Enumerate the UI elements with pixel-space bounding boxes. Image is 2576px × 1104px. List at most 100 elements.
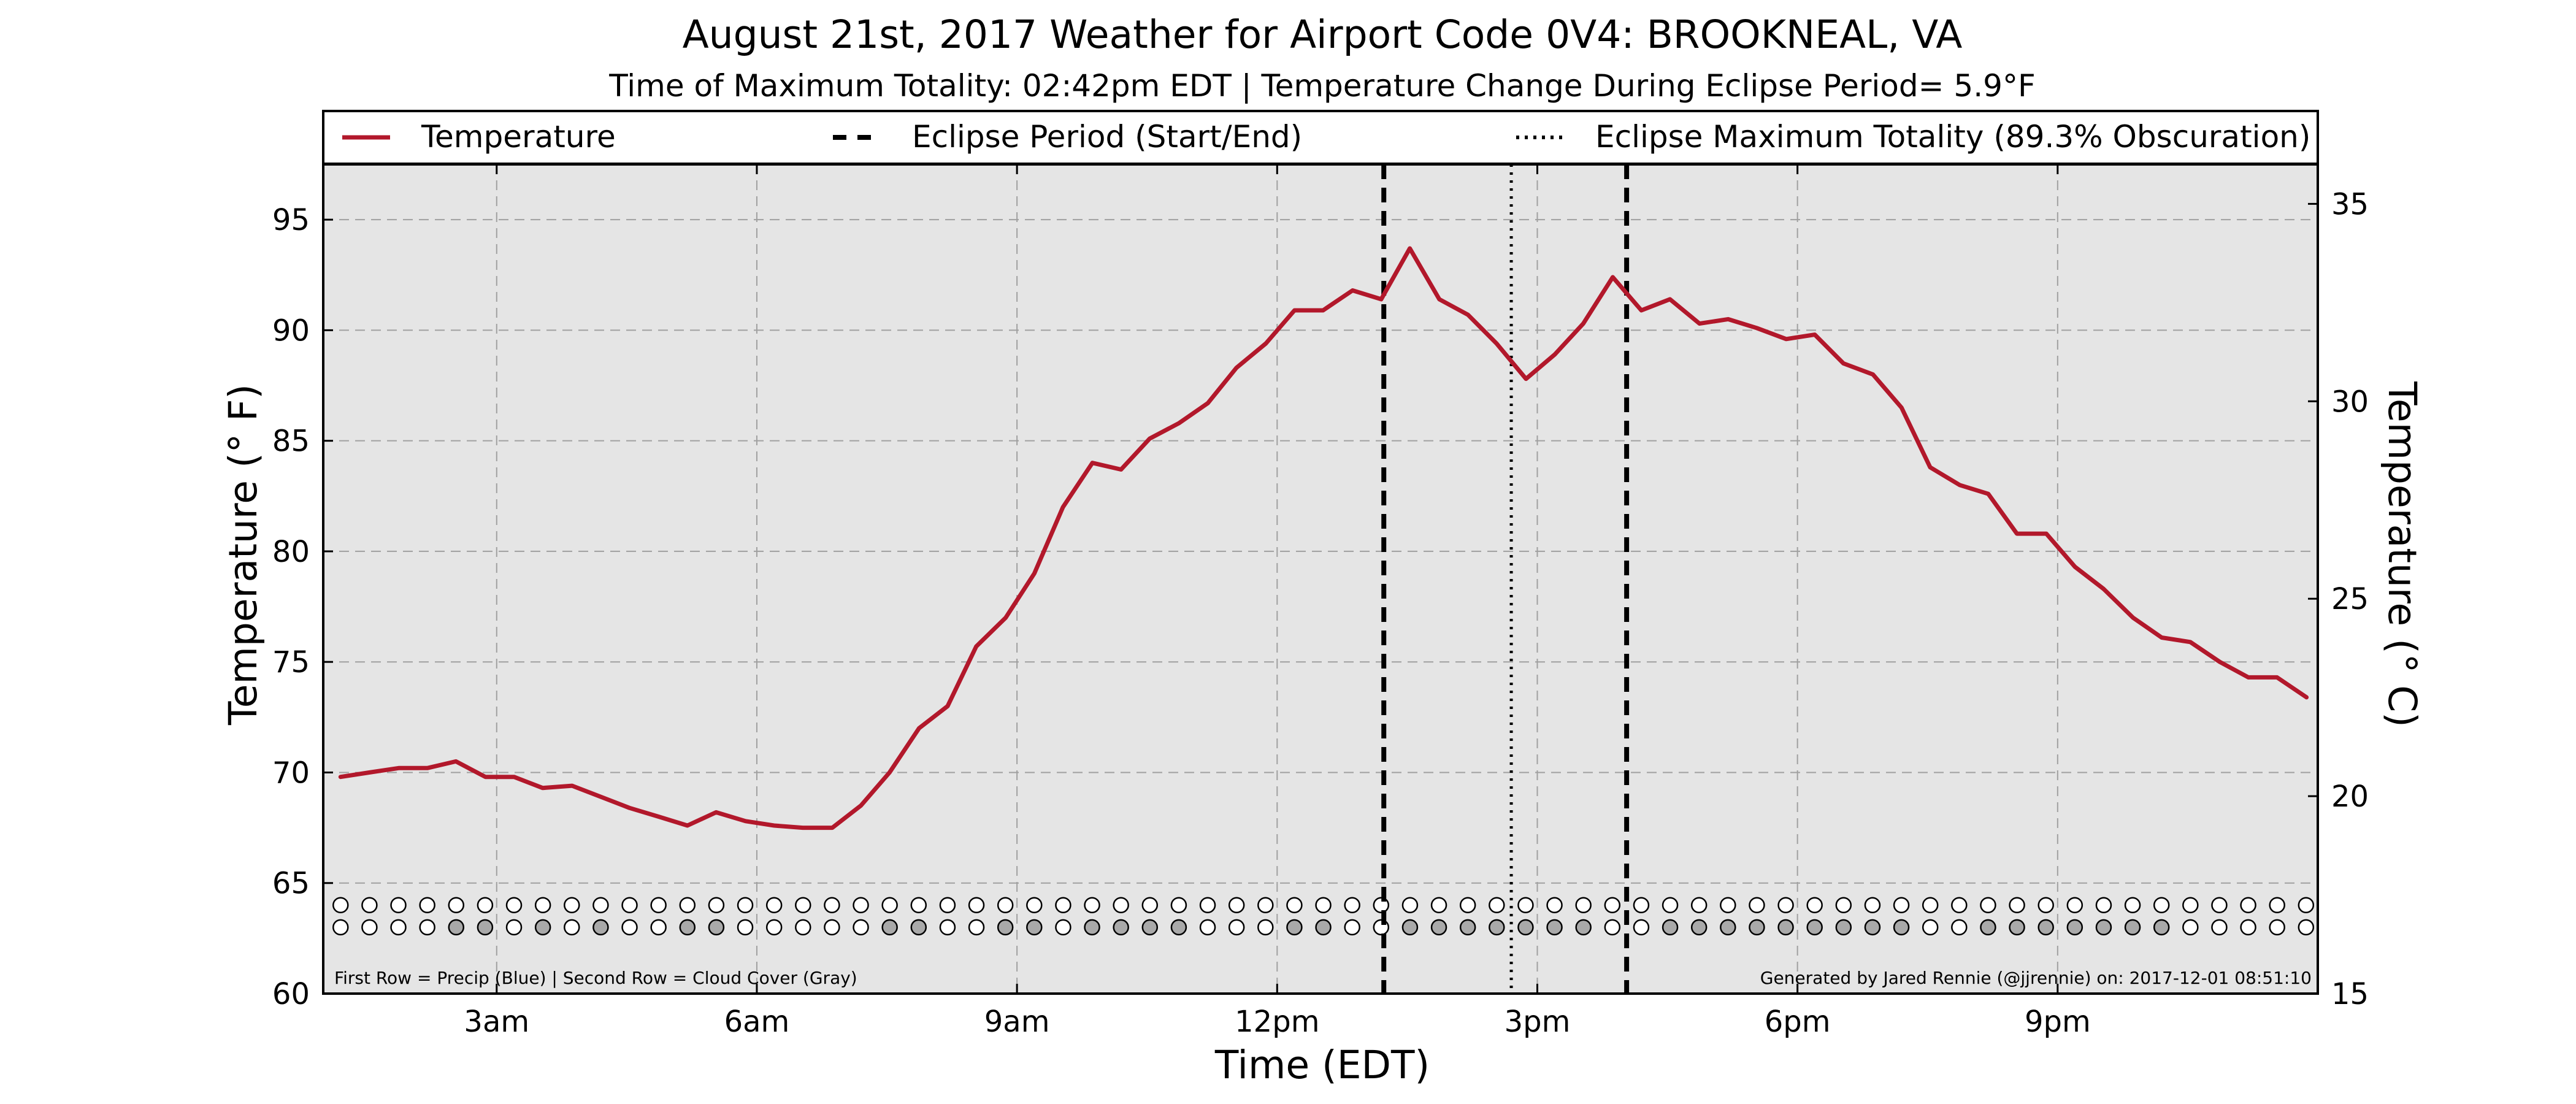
precip-marker — [679, 897, 696, 914]
precip-marker — [1604, 897, 1621, 914]
precip-marker — [1459, 897, 1476, 914]
cloud-cover-marker — [1951, 919, 1968, 936]
x-tick-label: 6am — [724, 1005, 790, 1039]
legend-box — [322, 110, 2319, 165]
cloud-cover-marker — [1459, 919, 1476, 936]
precip-marker — [2124, 897, 2141, 914]
precip-marker — [1922, 897, 1939, 914]
precip-marker — [708, 897, 725, 914]
cloud-cover-marker — [477, 919, 494, 936]
cloud-cover-marker — [939, 919, 956, 936]
precip-marker — [2298, 897, 2315, 914]
cloud-cover-marker — [2269, 919, 2285, 936]
precip-marker — [2095, 897, 2112, 914]
precip-marker — [448, 897, 465, 914]
precip-marker — [2182, 897, 2199, 914]
x-axis-label: Time (EDT) — [1214, 1043, 1430, 1087]
cloud-cover-marker — [1026, 919, 1043, 936]
y-right-tick-label: 15 — [2331, 977, 2369, 1011]
cloud-cover-marker — [910, 919, 927, 936]
y-right-tick-label: 30 — [2331, 385, 2369, 419]
cloud-cover-marker — [1749, 919, 1765, 936]
precip-marker — [2066, 897, 2083, 914]
cloud-cover-marker — [1489, 919, 1505, 936]
precip-marker — [795, 897, 811, 914]
cloud-cover-marker — [1864, 919, 1881, 936]
footer-note-right: Generated by Jared Rennie (@jjrennie) on… — [1760, 968, 2312, 988]
precip-marker — [505, 897, 523, 914]
precip-marker — [1199, 897, 1216, 914]
precip-marker — [621, 897, 638, 914]
cloud-cover-marker — [1286, 919, 1303, 936]
y-axis-label-left: Temperature (° F) — [221, 384, 266, 726]
precip-marker — [968, 897, 985, 914]
precip-marker — [1401, 897, 1419, 914]
precip-marker — [1662, 897, 1679, 914]
precip-marker — [1893, 897, 1910, 914]
cloud-cover-marker — [1633, 919, 1650, 936]
cloud-cover-marker — [1922, 919, 1939, 936]
y-tick-label: 75 — [272, 645, 310, 680]
y-tick-label: 60 — [272, 977, 310, 1011]
cloud-cover-marker — [2211, 919, 2228, 936]
precip-marker — [1113, 897, 1129, 914]
cloud-cover-marker — [621, 919, 638, 936]
cloud-cover-marker — [448, 919, 465, 936]
cloud-cover-marker — [824, 919, 840, 936]
cloud-cover-marker — [505, 919, 523, 936]
cloud-cover-marker — [2066, 919, 2083, 936]
precip-marker — [1835, 897, 1852, 914]
precip-marker — [1806, 897, 1823, 914]
cloud-cover-marker — [881, 919, 898, 936]
precip-marker — [1315, 897, 1332, 914]
precip-marker — [1575, 897, 1592, 914]
cloud-cover-marker — [390, 919, 407, 936]
x-tick-label: 9pm — [2025, 1005, 2091, 1039]
plot-area: 60 65 70 75 80 85 90 95 15 20 25 30 35 3am 6am 9am 12pm 3… — [272, 163, 2369, 1039]
cloud-cover-marker — [1199, 919, 1216, 936]
y-tick-label: 80 — [272, 535, 310, 569]
precip-marker — [361, 897, 378, 914]
cloud-cover-marker — [679, 919, 696, 936]
precip-marker — [2037, 897, 2054, 914]
legend-max-totality-label: Eclipse Maximum Totality (89.3% Obscurat… — [1595, 119, 2310, 155]
precip-marker — [477, 897, 494, 914]
precip-marker — [2269, 897, 2285, 914]
y-tick-label: 65 — [272, 867, 310, 901]
cloud-cover-marker — [765, 919, 783, 936]
precip-marker — [737, 897, 754, 914]
cloud-cover-marker — [1055, 919, 1071, 936]
x-tick-label: 9am — [984, 1005, 1050, 1039]
y-right-tick-label: 35 — [2331, 187, 2369, 221]
x-tick-label: 12pm — [1235, 1005, 1319, 1039]
y-axis-label-right: Temperature (° C) — [2380, 381, 2425, 727]
cloud-cover-marker — [795, 919, 811, 936]
y-tick-label: 90 — [272, 313, 310, 348]
cloud-cover-marker — [1517, 919, 1534, 936]
precip-marker — [765, 897, 783, 914]
cloud-cover-marker — [968, 919, 985, 936]
precip-marker — [592, 897, 609, 914]
cloud-cover-marker — [708, 919, 725, 936]
cloud-cover-marker — [1141, 919, 1159, 936]
x-tick-label: 3pm — [1505, 1005, 1571, 1039]
cloud-cover-marker — [2095, 919, 2112, 936]
cloud-cover-marker — [534, 919, 551, 936]
cloud-cover-marker — [1170, 919, 1187, 936]
cloud-cover-marker — [650, 919, 667, 936]
cloud-cover-marker — [737, 919, 754, 936]
cloud-cover-marker — [592, 919, 609, 936]
precip-marker — [1286, 897, 1303, 914]
cloud-cover-marker — [1315, 919, 1332, 936]
precip-marker — [2153, 897, 2170, 914]
precip-marker — [564, 897, 580, 914]
precip-marker — [1777, 897, 1794, 914]
precip-marker — [1257, 897, 1274, 914]
cloud-cover-marker — [332, 919, 349, 936]
cloud-cover-marker — [1575, 919, 1592, 936]
cloud-cover-marker — [564, 919, 580, 936]
legend-eclipse-period-label: Eclipse Period (Start/End) — [912, 119, 1302, 155]
cloud-cover-marker — [1720, 919, 1736, 936]
cloud-cover-marker — [1344, 919, 1360, 936]
precip-marker — [332, 897, 349, 914]
